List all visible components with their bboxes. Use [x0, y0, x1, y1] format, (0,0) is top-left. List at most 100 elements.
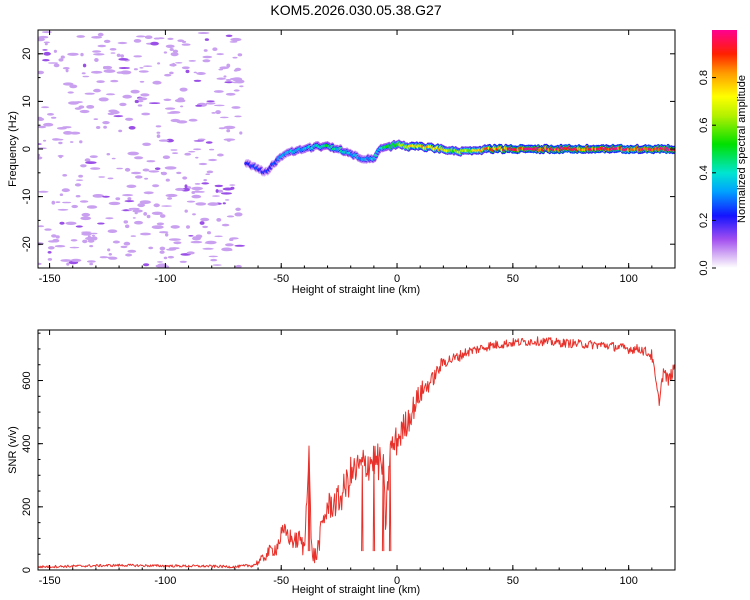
spectrogram-speckle — [235, 207, 241, 211]
spectrogram-speckle — [55, 138, 64, 141]
spectrogram-speckle — [202, 55, 213, 59]
spectrogram-speckle — [108, 253, 113, 256]
spectrogram-speckle — [231, 106, 241, 109]
spectrogram-speckle — [53, 63, 60, 68]
spectrogram-speckle — [132, 209, 143, 213]
spectrogram-x-tick-label: 0 — [394, 273, 400, 285]
spectrogram-speckle — [195, 202, 207, 206]
spectrogram-speckle — [167, 37, 174, 41]
spectrogram-speckle — [215, 110, 221, 115]
colorbar-label: Normalized spectral amplitude — [736, 75, 748, 223]
spectrogram-speckle — [192, 213, 196, 216]
spectrogram-speckle — [167, 112, 176, 114]
spectrogram-speckle — [38, 190, 49, 193]
spectrogram-speckle — [43, 41, 50, 44]
spectrogram-speckle — [98, 176, 106, 178]
spectrogram-speckle — [133, 39, 142, 43]
spectrogram-speckle — [84, 92, 95, 95]
spectrogram-speckle — [173, 241, 182, 245]
spectrogram-speckle — [66, 262, 70, 266]
spectrogram-speckle — [51, 234, 57, 238]
spectrogram-speckle — [196, 72, 206, 75]
spectrogram-speckle — [41, 31, 53, 34]
snr-x-tick-label: -100 — [154, 575, 176, 587]
spectrogram-speckle — [223, 138, 236, 141]
spectrogram-speckle — [159, 214, 166, 218]
spectrogram-speckle — [205, 141, 213, 144]
spectrogram-speckle — [108, 256, 118, 260]
spectrogram-speckle — [237, 53, 243, 57]
spectrogram-speckle — [221, 192, 232, 195]
spectrogram-speckle — [148, 170, 160, 173]
spectrogram-speckle — [107, 177, 114, 180]
spectrogram-speckle — [91, 236, 98, 241]
spectrogram-speckle — [223, 75, 227, 78]
spectrogram-speckle — [99, 256, 109, 259]
spectrogram-speckle — [198, 162, 208, 166]
spectrogram-speckle — [208, 158, 218, 162]
spectrogram-speckle — [159, 250, 165, 254]
spectrogram-speckle — [212, 195, 220, 197]
spectrogram-speckle — [97, 44, 107, 48]
spectrogram-speckle — [78, 174, 83, 178]
spectrogram-speckle — [188, 60, 196, 62]
snr-x-tick-label: -50 — [273, 575, 289, 587]
spectrogram-speckle — [123, 241, 131, 246]
spectrogram-speckle — [225, 92, 236, 96]
spectrogram-speckle — [139, 67, 144, 69]
spectrogram-speckle — [62, 174, 68, 177]
snr-x-tick-label: 100 — [619, 575, 637, 587]
spectrogram-speckle — [38, 156, 43, 160]
spectrogram-speckle — [42, 59, 50, 62]
spectrogram-speckle — [197, 138, 206, 141]
spectrogram-x-tick-label: -100 — [154, 273, 176, 285]
spectrogram-speckle — [202, 247, 214, 250]
spectrogram-speckle — [82, 63, 87, 68]
spectrogram-speckle — [52, 238, 60, 243]
spectrogram-speckle — [165, 178, 170, 182]
spectrogram-speckle — [163, 51, 168, 54]
spectrogram-speckle — [175, 187, 185, 191]
spectrogram-speckle — [222, 202, 226, 205]
spectrogram-speckle — [208, 255, 219, 258]
spectrogram-speckle — [113, 115, 124, 118]
spectrogram-speckle — [74, 183, 82, 187]
spectrogram-speckle — [239, 131, 243, 135]
spectrogram-speckle — [229, 184, 236, 186]
spectrogram-speckle — [38, 225, 45, 228]
spectrogram-speckle — [168, 238, 181, 241]
spectrogram-speckle — [133, 68, 138, 71]
spectrogram-speckle — [216, 53, 224, 56]
spectrogram-speckle — [215, 189, 219, 193]
colorbar-ticks: 0.0 0.2 0.4 0.6 0.8 — [698, 70, 716, 276]
spectrogram-speckle — [81, 212, 91, 217]
spectrogram-speckle — [97, 32, 104, 37]
spectrogram-speckle — [122, 194, 134, 197]
spectrogram-speckle — [130, 235, 136, 237]
spectrogram-speckle — [43, 139, 47, 142]
spectrogram-speckle — [44, 42, 48, 46]
spectrogram-speckle — [155, 264, 167, 268]
spectrogram-speckle — [93, 118, 99, 120]
spectrogram-speckle — [90, 167, 101, 170]
spectrogram-speckle — [118, 67, 131, 69]
spectrogram-speckle — [193, 71, 197, 74]
spectrogram-speckle — [139, 232, 152, 236]
spectrogram-speckle — [91, 36, 103, 39]
spectrogram-speckle — [216, 218, 222, 222]
colorbar-tick-label: 0.4 — [698, 165, 710, 180]
spectrogram-speckle — [107, 248, 111, 252]
spectrogram-speckle — [41, 106, 50, 109]
spectrogram-speckle — [228, 249, 233, 251]
spectrogram-speckle — [59, 221, 65, 225]
spectrogram-speckle — [197, 32, 210, 34]
spectrogram-speckle — [38, 117, 45, 121]
spectrogram-speckle — [172, 152, 179, 155]
spectrogram-speckle — [219, 66, 229, 70]
spectrogram-speckle — [219, 116, 229, 119]
spectrogram-speckle — [209, 148, 215, 151]
spectrogram-speckle — [230, 186, 235, 190]
spectrogram-speckle — [155, 125, 162, 128]
spectrogram-speckle — [86, 105, 95, 109]
spectrogram-speckle — [71, 204, 78, 209]
